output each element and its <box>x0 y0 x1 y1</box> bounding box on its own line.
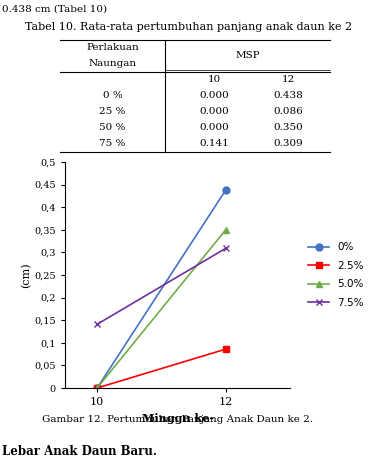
Text: 25 %: 25 % <box>99 108 126 117</box>
Text: 0.000: 0.000 <box>200 92 229 101</box>
Text: 0.309: 0.309 <box>274 139 303 148</box>
Text: 0.086: 0.086 <box>274 108 303 117</box>
Text: 0.438: 0.438 <box>274 92 303 101</box>
Text: 0.350: 0.350 <box>274 124 303 132</box>
Text: 10: 10 <box>208 75 221 85</box>
Text: 0.000: 0.000 <box>200 124 229 132</box>
Text: Naungan: Naungan <box>89 59 136 68</box>
Text: Tabel 10. Rata-rata pertumbuhan panjang anak daun ke 2: Tabel 10. Rata-rata pertumbuhan panjang … <box>25 22 352 32</box>
Text: 0 %: 0 % <box>103 92 123 101</box>
Text: Perlakuan: Perlakuan <box>86 44 139 52</box>
Text: 0.141: 0.141 <box>200 139 229 148</box>
Y-axis label: (cm): (cm) <box>21 262 32 288</box>
Text: Gambar 12. Pertumbuhan Panjang Anak Daun ke 2.: Gambar 12. Pertumbuhan Panjang Anak Daun… <box>42 415 313 424</box>
X-axis label: Minggu ke-: Minggu ke- <box>141 413 213 424</box>
Text: Lebar Anak Daun Baru.: Lebar Anak Daun Baru. <box>2 445 157 458</box>
Legend: 0%, 2.5%, 5.0%, 7.5%: 0%, 2.5%, 5.0%, 7.5% <box>304 238 368 312</box>
Text: MSP: MSP <box>235 51 260 60</box>
Text: 0.000: 0.000 <box>200 108 229 117</box>
Text: 12: 12 <box>282 75 295 85</box>
Text: 75 %: 75 % <box>99 139 126 148</box>
Text: 0.438 cm (Tabel 10): 0.438 cm (Tabel 10) <box>2 5 107 14</box>
Text: 50 %: 50 % <box>99 124 126 132</box>
